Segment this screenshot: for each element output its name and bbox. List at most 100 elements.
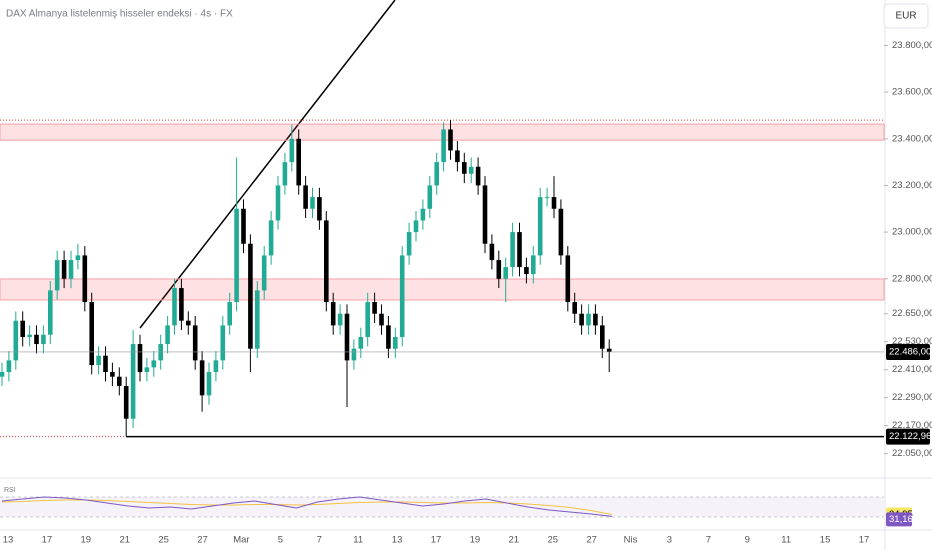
y-tick-label: 22.650,00 <box>892 308 932 319</box>
candle-body <box>89 302 94 366</box>
x-tick-label: 27 <box>586 535 597 546</box>
candle-body <box>593 313 598 326</box>
candle-body <box>358 337 364 349</box>
y-tick-label: 23.800,00 <box>892 40 932 51</box>
x-tick-label: 7 <box>317 535 322 546</box>
x-tick-label: 11 <box>781 535 791 546</box>
candle-body <box>255 290 260 349</box>
x-tick-label: 3 <box>667 535 672 546</box>
candle-body <box>75 255 81 261</box>
y-tick-label: 23.400,00 <box>892 133 932 144</box>
zone <box>0 278 885 301</box>
candle-body <box>572 302 577 314</box>
candle-body <box>20 320 25 338</box>
y-tick-label: 22.800,00 <box>892 273 932 284</box>
candle-body <box>337 313 343 326</box>
candle-body <box>586 313 591 326</box>
candle-body <box>48 290 53 335</box>
candle-body <box>455 150 460 163</box>
candle-body <box>482 185 488 244</box>
candle-body <box>448 129 453 151</box>
candle-body <box>289 138 295 163</box>
candle-body <box>123 386 129 419</box>
candle-body <box>551 197 557 209</box>
x-tick-label: 13 <box>3 535 14 546</box>
candle-body <box>130 344 136 419</box>
x-tick-label: 17 <box>859 535 870 546</box>
candle-body <box>413 220 419 233</box>
rsi-value-tag <box>886 512 912 527</box>
candle-body <box>600 325 605 349</box>
y-tick-label: 23.000,00 <box>892 227 932 238</box>
x-tick-label: 21 <box>509 535 520 546</box>
currency-button[interactable] <box>883 3 929 29</box>
chart-title: DAX Almanya listelenmiş hisseler endeksi… <box>6 9 233 20</box>
y-tick-label: 22.170,00 <box>892 420 932 431</box>
candle-body <box>393 337 398 349</box>
candle-body <box>165 325 170 345</box>
candle-body <box>27 334 32 338</box>
candle-body <box>537 197 543 256</box>
candle-body <box>13 320 19 361</box>
candle-body <box>544 197 550 199</box>
candle-body <box>0 372 5 377</box>
candle-body <box>372 302 377 314</box>
candle-body <box>517 232 522 268</box>
candle-body <box>117 376 122 387</box>
candle-body <box>399 255 405 338</box>
candle-body <box>6 360 12 373</box>
x-tick-label: 17 <box>42 535 53 546</box>
candle-body <box>234 208 239 303</box>
candle-body <box>310 197 315 209</box>
candle-body <box>172 288 177 326</box>
candle-body <box>296 138 301 186</box>
x-tick-label: 25 <box>547 535 558 546</box>
x-tick-label: 17 <box>431 535 442 546</box>
y-tick-label: 22.290,00 <box>892 392 932 403</box>
x-tick-label: 13 <box>392 535 403 546</box>
candle-body <box>330 302 336 326</box>
candle-body <box>34 334 39 345</box>
candle-body <box>199 360 205 396</box>
candle-body <box>468 166 474 174</box>
x-tick-label: 7 <box>706 535 711 546</box>
x-tick-label: 15 <box>820 535 831 546</box>
x-tick-label: 5 <box>278 535 283 546</box>
x-tick-label: 19 <box>81 535 92 546</box>
candle-body <box>427 185 433 209</box>
candle-body <box>110 372 115 377</box>
candle-body <box>303 185 308 209</box>
candle-body <box>137 344 143 373</box>
candle-body <box>206 372 212 396</box>
candle-body <box>379 313 384 326</box>
x-tick-label: Mar <box>233 535 249 546</box>
candle-body <box>406 232 412 256</box>
y-tick-label: 23.600,00 <box>892 87 932 98</box>
candle-body <box>531 255 536 275</box>
candle-body <box>365 302 370 338</box>
x-tick-label: 27 <box>197 535 208 546</box>
candle-body <box>351 348 357 361</box>
candle-body <box>475 166 481 186</box>
candle-body <box>275 185 281 221</box>
candle-body <box>241 208 246 244</box>
currency-label[interactable]: EUR <box>895 11 916 22</box>
y-tick-label: 22.530,00 <box>892 336 932 347</box>
candle-body <box>68 260 74 279</box>
candle-body <box>144 367 150 373</box>
candle-body <box>248 243 253 349</box>
rsi-label: RSI <box>4 487 16 494</box>
x-tick-label: 19 <box>470 535 481 546</box>
support-label: 22.122,96 <box>889 431 931 442</box>
candle-body <box>61 260 67 279</box>
candle-body <box>420 208 426 221</box>
rsi-band <box>0 497 884 517</box>
x-tick-label: 9 <box>745 535 750 546</box>
candle-body <box>386 325 391 349</box>
candle-body <box>558 208 564 256</box>
last-price-tag <box>886 343 930 360</box>
candle-body <box>186 320 191 326</box>
